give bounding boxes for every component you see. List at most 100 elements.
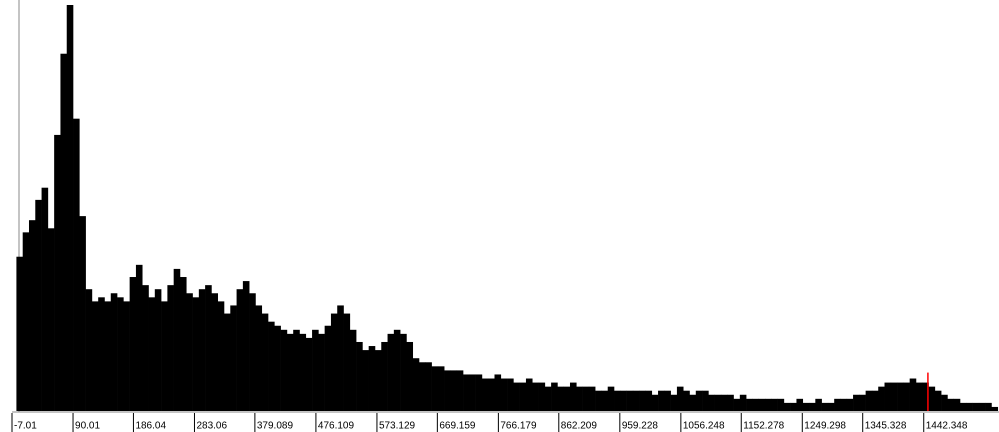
x-tick-label: 1056.248 [683, 421, 725, 432]
bar [205, 285, 212, 411]
bar [601, 390, 609, 411]
bar [846, 398, 854, 411]
bar [41, 187, 49, 411]
bar [324, 325, 332, 411]
bar [85, 289, 93, 411]
x-tick-label: -7.01 [14, 421, 37, 432]
bar [871, 390, 879, 411]
bar [173, 268, 181, 411]
bar [720, 394, 728, 411]
bar [54, 134, 61, 412]
bar [972, 402, 980, 411]
bar [796, 398, 804, 411]
bar [268, 321, 275, 411]
bar [563, 386, 571, 411]
bar [658, 390, 665, 411]
bar [884, 382, 892, 411]
bar [702, 390, 709, 411]
bar [148, 297, 156, 411]
bar [463, 374, 470, 411]
bar [878, 386, 885, 411]
bar [614, 390, 621, 411]
bar [419, 362, 426, 411]
bar [513, 382, 520, 411]
bar [809, 402, 816, 411]
bar [425, 362, 432, 411]
bar [582, 386, 590, 411]
bar [330, 313, 338, 411]
bar [91, 301, 99, 411]
bar [179, 277, 187, 411]
bar [186, 293, 193, 411]
bar [312, 329, 319, 411]
x-tick-label: 379.089 [257, 421, 294, 432]
bar [236, 289, 244, 411]
bar [538, 382, 546, 411]
x-tick-label: 1152.278 [743, 421, 784, 432]
bar [47, 228, 55, 411]
bar [890, 382, 898, 411]
bar [412, 358, 420, 411]
bar [676, 386, 684, 411]
bar [525, 378, 533, 411]
bar [431, 366, 439, 411]
bar [544, 386, 552, 411]
bar [821, 402, 829, 411]
bar [645, 390, 653, 411]
x-tick-label: 1345.328 [865, 421, 907, 432]
bar [595, 390, 602, 411]
bar [60, 53, 68, 411]
x-tick-label: 573.129 [379, 421, 416, 432]
bar [934, 390, 942, 411]
bar [802, 402, 810, 411]
bar [98, 297, 105, 411]
bar [73, 118, 80, 412]
bar [639, 390, 646, 411]
bar [897, 382, 904, 411]
bar [632, 390, 640, 411]
bar [242, 281, 250, 411]
x-tick-label: 959.228 [622, 421, 659, 432]
bar [104, 301, 112, 411]
bar [991, 406, 999, 411]
bar [299, 333, 307, 411]
x-tick-label: 1442.348 [926, 421, 968, 432]
bar [557, 386, 564, 411]
bar [752, 398, 759, 411]
bar [286, 333, 294, 411]
bar [343, 313, 351, 411]
bar [588, 386, 596, 411]
bar [280, 329, 288, 411]
x-tick-label: 90.01 [75, 421, 100, 432]
bar [853, 394, 860, 411]
bar [651, 394, 659, 411]
bar [318, 333, 325, 411]
bar [66, 5, 74, 411]
bar [771, 398, 778, 411]
bar [230, 305, 237, 411]
bar [576, 386, 583, 411]
bar [393, 329, 401, 411]
bar [859, 394, 866, 411]
x-tick-label: 669.159 [439, 421, 476, 432]
bar [532, 382, 539, 411]
bar [909, 378, 917, 411]
bar [494, 374, 502, 411]
bar [444, 370, 451, 411]
bar [689, 394, 697, 411]
bar [959, 402, 967, 411]
bar [28, 220, 36, 411]
bar [915, 382, 923, 411]
bar [198, 289, 206, 411]
bar [865, 390, 873, 411]
bar [569, 382, 577, 411]
bar [475, 374, 483, 411]
bar [507, 378, 514, 411]
x-tick-label: 476.109 [318, 421, 355, 432]
bar [362, 350, 369, 411]
bar [249, 293, 256, 411]
bar [790, 402, 797, 411]
bar [274, 325, 281, 411]
bar [626, 390, 634, 411]
